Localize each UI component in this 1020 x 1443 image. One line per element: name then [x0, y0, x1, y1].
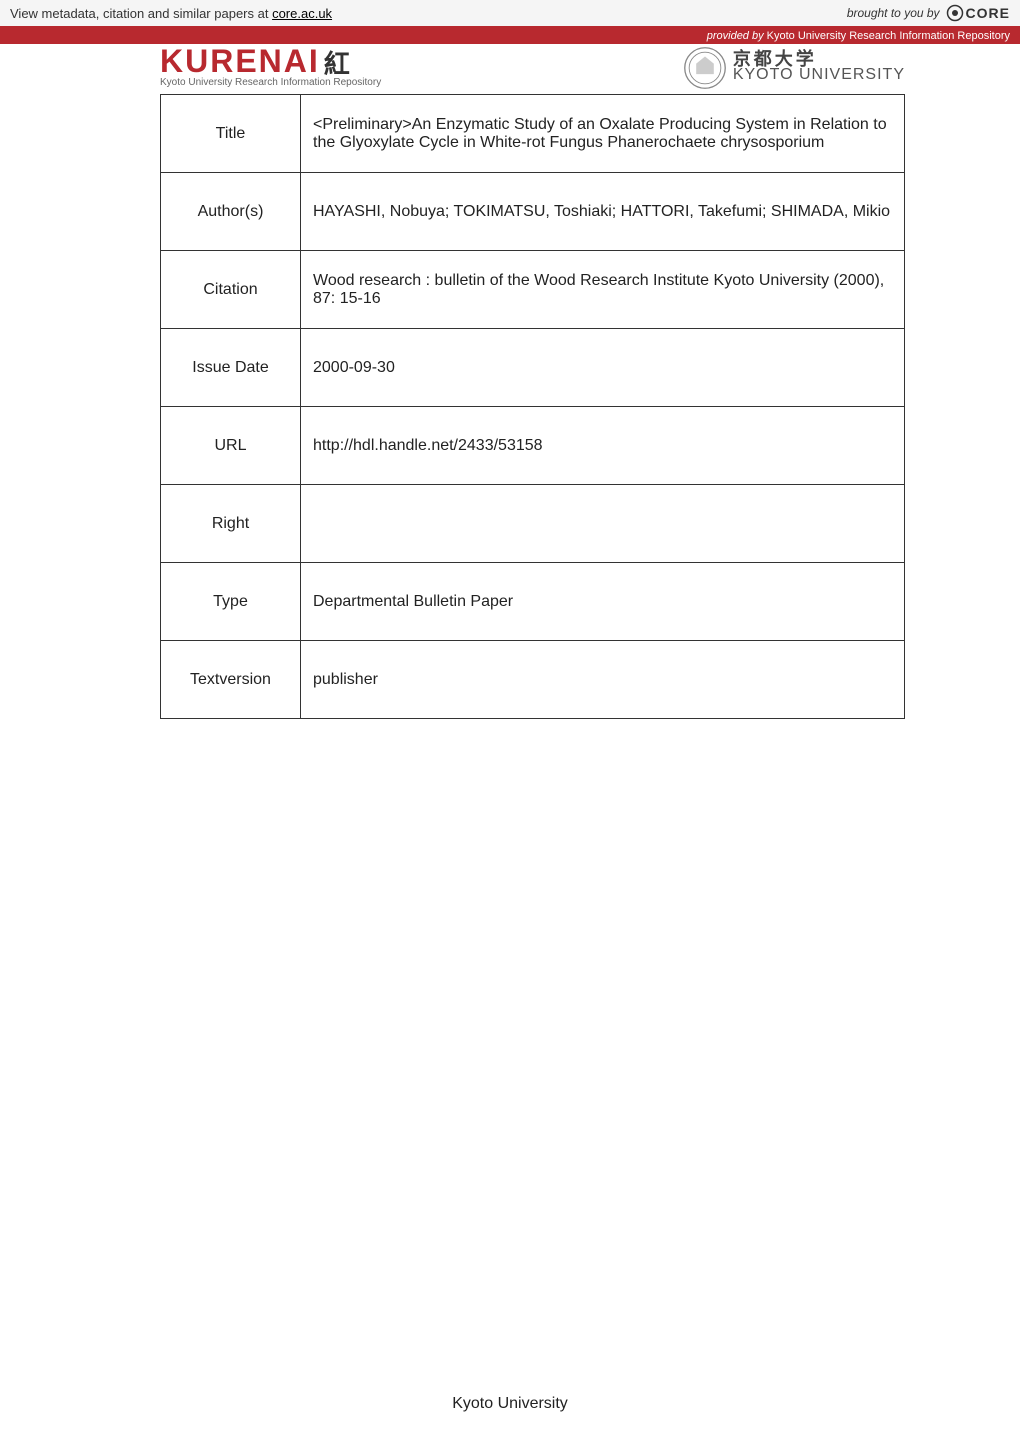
label-textversion: Textversion [161, 641, 301, 719]
kurenai-subtitle: Kyoto University Research Information Re… [160, 77, 381, 88]
table-row: Type Departmental Bulletin Paper [161, 563, 905, 641]
kyoto-text-block: 京都大学 KYOTO UNIVERSITY [733, 52, 905, 84]
provided-source[interactable]: Kyoto University Research Information Re… [767, 30, 1010, 42]
core-icon [946, 4, 964, 22]
table-row: Citation Wood research : bulletin of the… [161, 251, 905, 329]
metadata-table-body: Title <Preliminary>An Enzymatic Study of… [161, 95, 905, 719]
core-logo[interactable]: CORE [946, 4, 1010, 22]
kyoto-university-text: KYOTO UNIVERSITY [733, 66, 905, 84]
label-issue-date: Issue Date [161, 329, 301, 407]
kyoto-seal-icon [683, 46, 727, 90]
label-authors: Author(s) [161, 173, 301, 251]
metadata-prefix: View metadata, citation and similar pape… [10, 6, 272, 21]
table-row: Right [161, 485, 905, 563]
provided-prefix: provided by [707, 30, 767, 42]
kurenai-block: KURENAI 紅 Kyoto University Research Info… [160, 48, 381, 88]
label-citation: Citation [161, 251, 301, 329]
value-right [301, 485, 905, 563]
table-row: Author(s) HAYASHI, Nobuya; TOKIMATSU, To… [161, 173, 905, 251]
value-textversion: publisher [301, 641, 905, 719]
metadata-table: Title <Preliminary>An Enzymatic Study of… [160, 94, 905, 719]
label-type: Type [161, 563, 301, 641]
value-type: Departmental Bulletin Paper [301, 563, 905, 641]
provided-bar: provided by Kyoto University Research In… [0, 28, 1020, 44]
table-row: Textversion publisher [161, 641, 905, 719]
top-bar-right: brought to you by CORE [847, 4, 1010, 22]
kyoto-block: 京都大学 KYOTO UNIVERSITY [683, 46, 905, 90]
value-authors: HAYASHI, Nobuya; TOKIMATSU, Toshiaki; HA… [301, 173, 905, 251]
core-text: CORE [966, 5, 1010, 21]
footer-text: Kyoto University [0, 1395, 1020, 1413]
table-row: URL http://hdl.handle.net/2433/53158 [161, 407, 905, 485]
kyoto-kanji: 京都大学 [733, 52, 817, 66]
label-right: Right [161, 485, 301, 563]
value-url: http://hdl.handle.net/2433/53158 [301, 407, 905, 485]
brought-by-text: brought to you by [847, 6, 940, 20]
header-row: KURENAI 紅 Kyoto University Research Info… [0, 44, 1020, 94]
core-link[interactable]: core.ac.uk [272, 6, 332, 21]
value-citation: Wood research : bulletin of the Wood Res… [301, 251, 905, 329]
value-title: <Preliminary>An Enzymatic Study of an Ox… [301, 95, 905, 173]
label-url: URL [161, 407, 301, 485]
top-bar: View metadata, citation and similar pape… [0, 0, 1020, 28]
kurenai-logo: KURENAI 紅 [160, 48, 381, 75]
kurenai-logo-text: KURENAI [160, 48, 320, 75]
table-row: Title <Preliminary>An Enzymatic Study of… [161, 95, 905, 173]
value-issue-date: 2000-09-30 [301, 329, 905, 407]
top-bar-left: View metadata, citation and similar pape… [10, 6, 332, 21]
table-row: Issue Date 2000-09-30 [161, 329, 905, 407]
label-title: Title [161, 95, 301, 173]
kurenai-kanji: 紅 [324, 53, 352, 75]
